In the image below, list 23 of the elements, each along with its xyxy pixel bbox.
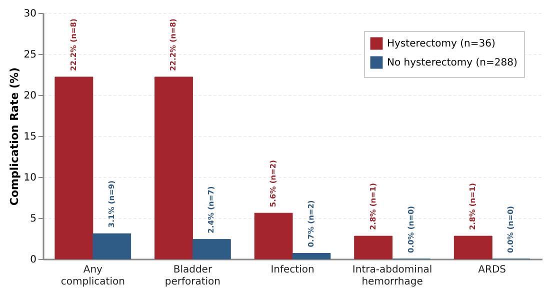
bar: [154, 76, 193, 260]
bar: [292, 253, 331, 260]
legend-label: Hysterectomy (n=36): [387, 38, 496, 50]
x-tick-label: Any complication: [60, 264, 125, 288]
bar: [454, 236, 492, 260]
bar: [354, 236, 393, 260]
y-tick-label: 10: [24, 172, 36, 184]
y-tick-label: 0: [30, 254, 36, 266]
bar: [92, 233, 132, 260]
bar: [54, 76, 94, 260]
x-tick-label: Intra-abdominal hemorrhage: [352, 264, 432, 288]
bar: [192, 239, 231, 260]
y-axis-title: Complication Rate (%): [8, 67, 21, 206]
y-tick-label: 15: [24, 132, 36, 142]
x-tick-label: ARDS: [478, 264, 506, 276]
legend-label: No hysterectomy (n=288): [387, 58, 518, 68]
y-tick-label: 20: [24, 90, 36, 102]
x-tick-label: Bladder perforation: [164, 264, 221, 288]
x-tick-label: Infection: [270, 264, 314, 276]
y-tick-label: 5: [30, 214, 36, 224]
y-tick-label: 25: [24, 50, 36, 60]
bar: [254, 212, 293, 260]
y-tick-label: 30: [24, 8, 36, 20]
